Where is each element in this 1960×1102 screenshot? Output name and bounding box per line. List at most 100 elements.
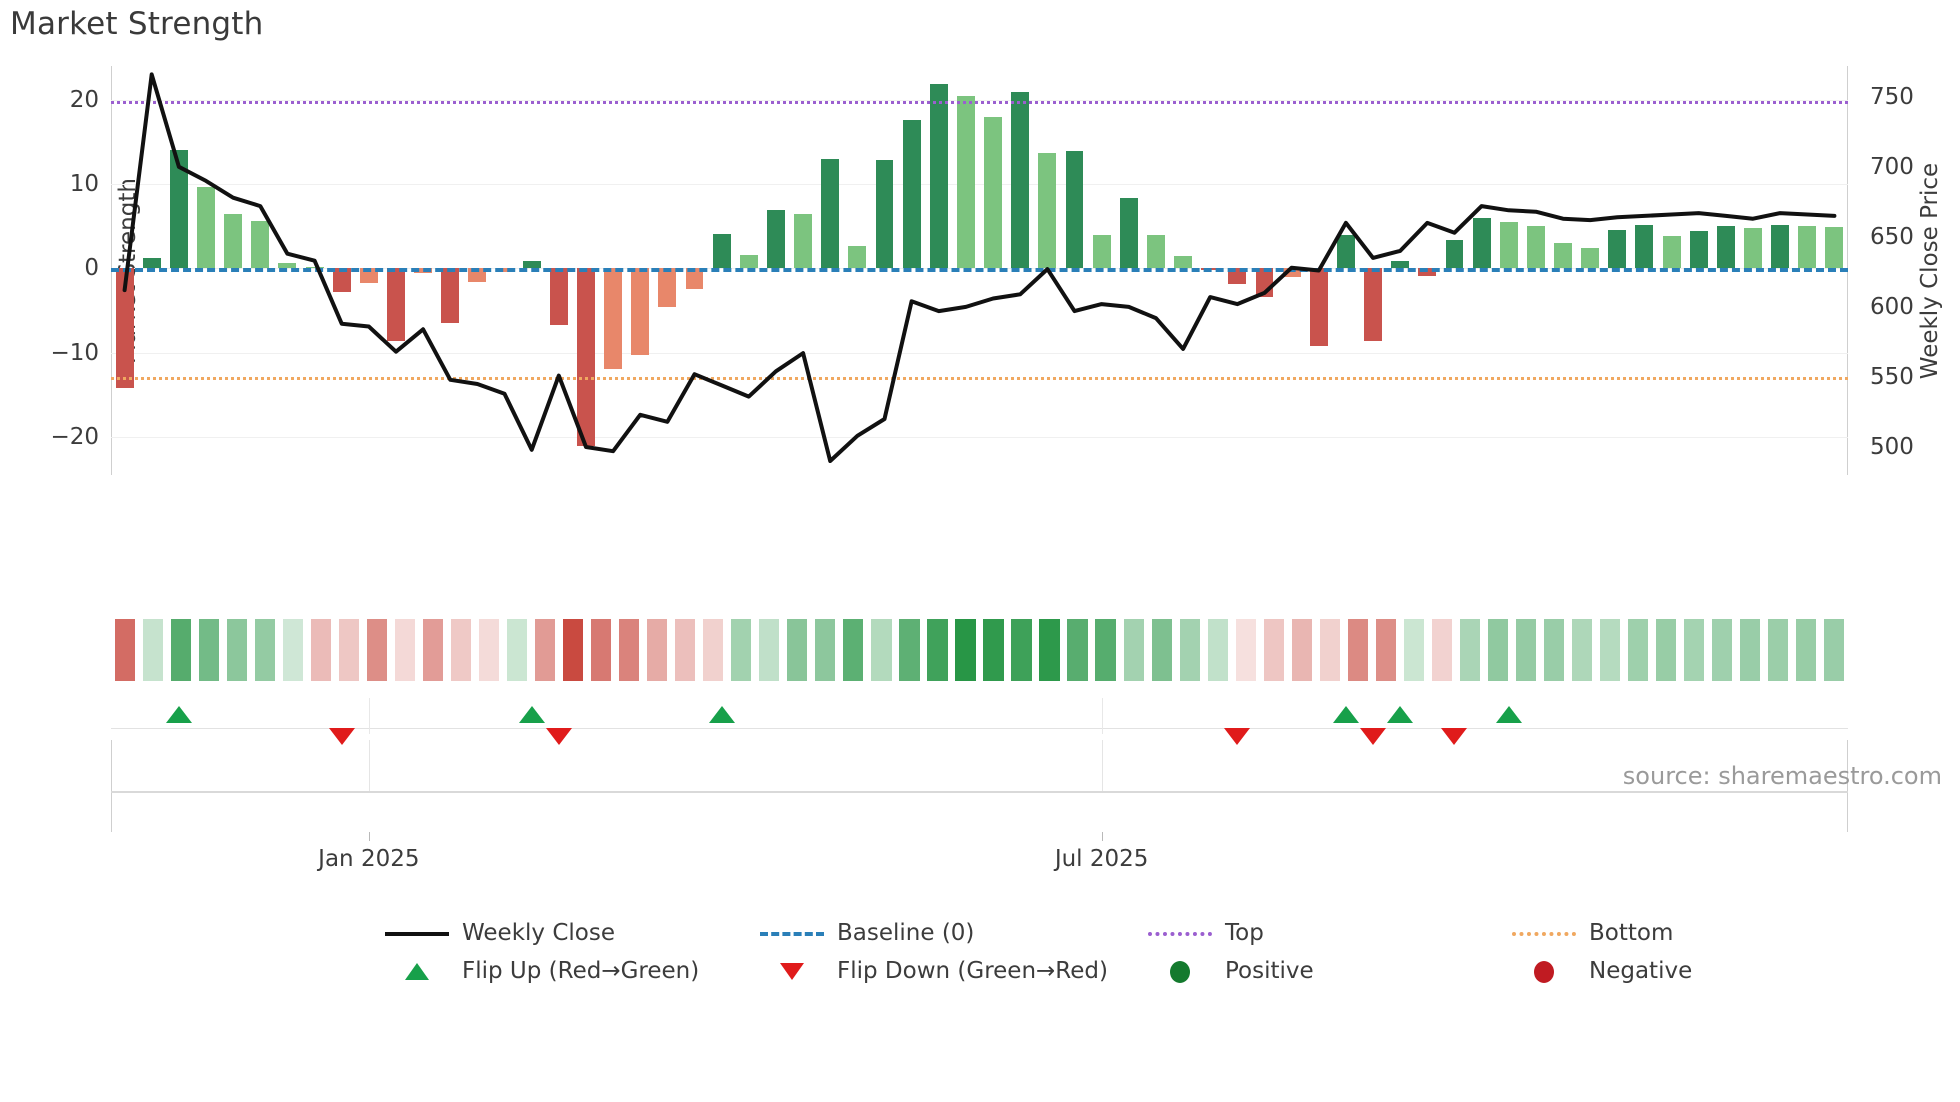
legend-item-negative[interactable]: Negative [1512, 958, 1692, 984]
right-axis-tick-label: 500 [1870, 433, 1914, 460]
right-axis-tick-label: 550 [1870, 363, 1914, 390]
heat-cell [1291, 619, 1312, 681]
strength-bar [522, 260, 541, 269]
flip-up-marker [518, 706, 545, 723]
heat-cell [535, 619, 556, 681]
heat-cell [479, 619, 500, 681]
baseline-reference-line [111, 268, 1848, 273]
strength-bar [929, 83, 948, 269]
legend-item-flip-up[interactable]: Flip Up (Red→Green) [385, 958, 699, 984]
left-axis-tick-label: −10 [50, 339, 99, 366]
heat-cell [1459, 619, 1480, 681]
heat-cell [675, 619, 696, 681]
strength-bar [305, 266, 324, 269]
strength-bar [1011, 92, 1030, 269]
legend-row-1: Weekly Close Baseline (0) Top Bottom [0, 920, 1960, 958]
strength-bar [1445, 239, 1464, 269]
heat-cell [1487, 619, 1508, 681]
heat-cell [226, 619, 248, 681]
legend-item-bottom[interactable]: Bottom [1512, 920, 1673, 946]
strength-bar [1635, 224, 1654, 269]
heat-cell [927, 619, 948, 681]
strength-bar [1092, 234, 1111, 269]
strength-bar [115, 268, 134, 389]
strength-bar [1364, 268, 1382, 341]
heat-cell [619, 619, 640, 681]
legend-label: Flip Up (Red→Green) [462, 958, 700, 984]
strength-bar [1581, 248, 1600, 269]
strength-bar [1798, 226, 1817, 269]
strength-bar [1554, 243, 1572, 269]
legend-item-top[interactable]: Top [1148, 920, 1264, 946]
xband-left-spine [111, 740, 112, 832]
strength-bar [712, 233, 731, 269]
legend-label: Negative [1589, 958, 1693, 984]
gridline [111, 99, 1848, 101]
strength-bar [984, 116, 1003, 269]
strength-bar [1119, 198, 1138, 269]
strength-bar [1526, 226, 1545, 269]
flip-down-marker [1224, 728, 1251, 745]
heat-cell [1123, 619, 1144, 681]
strength-bar [1472, 217, 1491, 269]
source-note: source: sharemaestro.com [1622, 762, 1942, 790]
chart-legend: Weekly Close Baseline (0) Top Bottom Fli… [0, 920, 1960, 996]
heat-cell [843, 619, 864, 681]
strength-bar [1744, 227, 1762, 269]
heat-cell [1235, 619, 1256, 681]
heat-cell [1263, 619, 1284, 681]
legend-item-positive[interactable]: Positive [1148, 958, 1314, 984]
strength-bar [549, 268, 568, 325]
heat-cell [731, 619, 752, 681]
heat-cell [787, 619, 808, 681]
heat-cell [114, 619, 136, 681]
flip-marker-row [111, 690, 1848, 745]
flip-up-marker [1332, 706, 1359, 723]
heat-cell [899, 619, 920, 681]
flip-down-marker [1360, 728, 1387, 745]
strength-bar [1391, 260, 1410, 269]
legend-label: Weekly Close [462, 920, 615, 946]
left-axis-tick-label: 10 [69, 171, 99, 198]
gridline [111, 184, 1848, 186]
strength-bar [739, 254, 758, 269]
strength-bar [1771, 224, 1790, 269]
legend-item-weekly-close[interactable]: Weekly Close [385, 920, 615, 946]
legend-item-baseline[interactable]: Baseline (0) [760, 920, 974, 946]
bottom-reference-line [111, 377, 1848, 381]
strength-bar [1065, 151, 1084, 269]
right-axis-tick-label: 600 [1870, 293, 1914, 320]
strength-bar [197, 186, 215, 269]
gridline [111, 352, 1848, 354]
strength-bars [111, 66, 1848, 475]
xband-right-spine [1847, 740, 1848, 832]
heat-cell [1431, 619, 1452, 681]
heat-cell [1655, 619, 1676, 681]
heat-cell [1599, 619, 1620, 681]
strength-heat-strip [111, 619, 1848, 681]
legend-item-flip-down[interactable]: Flip Down (Green→Red) [760, 958, 1108, 984]
strength-bar [169, 150, 188, 269]
heat-cell [1039, 619, 1060, 681]
heat-cell [703, 619, 724, 681]
dotted-line-orange-icon [1512, 923, 1576, 943]
heat-cell [591, 619, 612, 681]
strength-bar [1662, 235, 1681, 269]
legend-label: Top [1225, 920, 1264, 946]
heat-cell [871, 619, 892, 681]
x-axis-tick-mark [368, 832, 370, 841]
strength-bar [848, 246, 867, 269]
left-axis-tick-label: 20 [69, 86, 99, 113]
heat-cell [1627, 619, 1648, 681]
main-plot-area: Market Strength Weekly Close Price 20100… [50, 66, 1943, 475]
x-gridline [1101, 740, 1103, 791]
heat-cell [1515, 619, 1536, 681]
legend-label: Baseline (0) [837, 920, 975, 946]
page-title: Market Strength [10, 6, 264, 42]
strength-bar [1825, 227, 1844, 269]
heat-cell [1067, 619, 1088, 681]
heat-cell [955, 619, 976, 681]
circle-red-icon [1512, 961, 1576, 983]
flip-down-marker [328, 728, 355, 745]
strength-bar [251, 221, 270, 269]
